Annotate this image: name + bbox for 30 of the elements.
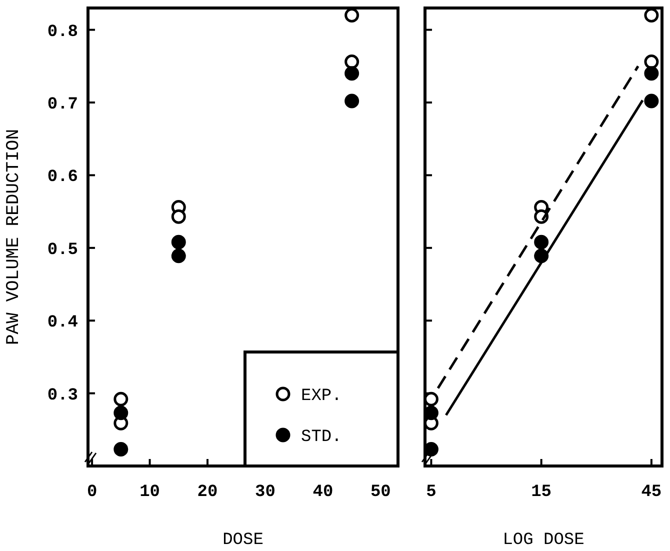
- x-tick-label: 0: [86, 483, 98, 502]
- point: [114, 392, 128, 406]
- x-tick-label: 50: [370, 483, 391, 502]
- x-tick-label: 20: [197, 483, 218, 502]
- point: [114, 442, 128, 457]
- point: [171, 248, 186, 264]
- y-tick-label: 0.6: [47, 168, 78, 188]
- y-axis-title: PAW VOLUME REDUCTION: [4, 128, 24, 346]
- y-tick-label: 0.4: [47, 314, 78, 333]
- legend-label: EXP.: [301, 386, 342, 406]
- x-tick-label: 5: [426, 483, 436, 502]
- x-axis-title: DOSE: [222, 531, 264, 550]
- point: [344, 94, 360, 108]
- x-tick-label: 15: [531, 483, 552, 502]
- x-tick-label: 40: [312, 483, 334, 502]
- legend-label: STD.: [301, 428, 342, 447]
- y-tick-label: 0.7: [47, 95, 78, 114]
- y-tick-label: 0.3: [47, 386, 78, 406]
- point: [344, 54, 360, 70]
- point: [344, 66, 360, 81]
- point: [344, 8, 360, 23]
- y-tick-label: 0.8: [47, 22, 78, 42]
- x-tick-label: 10: [140, 483, 160, 502]
- x-tick-label: 45: [641, 483, 662, 502]
- point: [171, 234, 186, 250]
- x-axis-title: LOG DOSE: [502, 531, 584, 550]
- point: [171, 209, 186, 224]
- point: [114, 406, 128, 420]
- y-tick-label: 0.5: [47, 240, 78, 260]
- x-tick-label: 30: [255, 483, 276, 502]
